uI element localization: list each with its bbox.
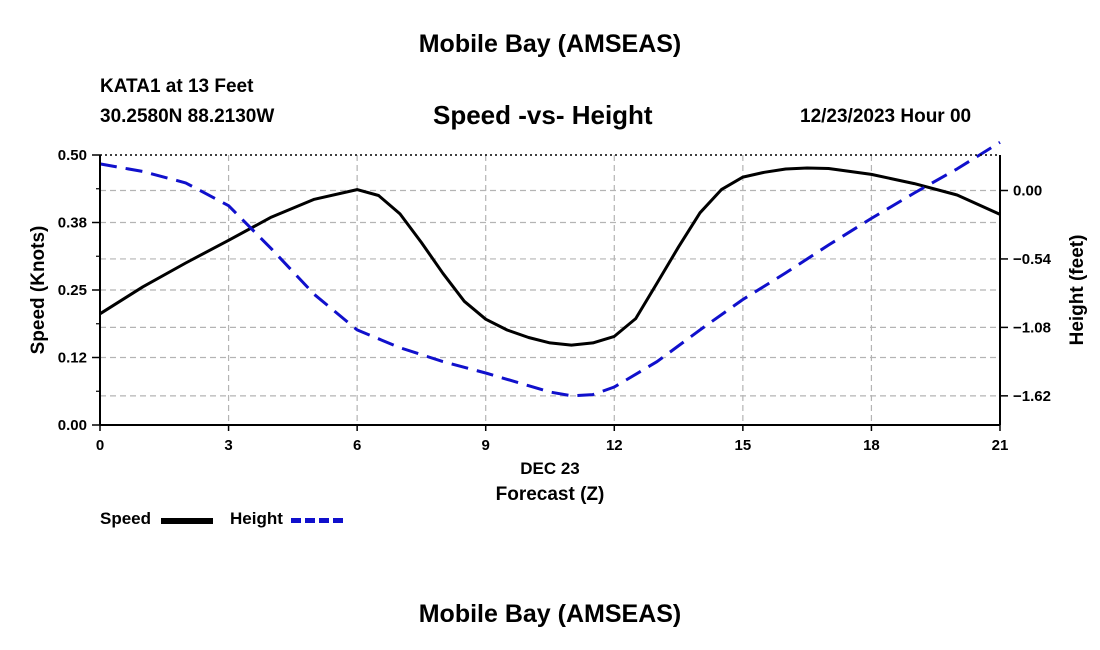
legend-speed-swatch bbox=[161, 518, 213, 524]
right-tick-label: −1.08 bbox=[1013, 319, 1051, 336]
x-axis-title: Forecast (Z) bbox=[496, 484, 605, 505]
chart-subtitle: Speed -vs- Height bbox=[433, 100, 653, 130]
station-label: KATA1 at 13 Feet bbox=[100, 76, 254, 97]
grid bbox=[100, 155, 1000, 425]
chart-title-top: Mobile Bay (AMSEAS) bbox=[418, 30, 682, 58]
left-tick-label: 0.50 bbox=[58, 147, 87, 164]
x-tick-label: 0 bbox=[96, 437, 104, 454]
x-tick-label: 6 bbox=[353, 437, 361, 454]
x-tick-label: 3 bbox=[224, 437, 232, 454]
left-tick-label: 0.38 bbox=[58, 215, 87, 232]
left-tick-label: 0.00 bbox=[58, 417, 87, 434]
left-tick-label: 0.12 bbox=[58, 350, 87, 367]
left-axis-title: Speed (Knots) bbox=[28, 226, 49, 355]
legend-speed-label: Speed bbox=[100, 509, 152, 528]
station-coordinates: 30.2580N 88.2130W bbox=[100, 106, 275, 127]
x-tick-label: 9 bbox=[482, 437, 490, 454]
x-tick-label: 18 bbox=[863, 437, 880, 454]
right-tick-label: −1.62 bbox=[1013, 388, 1051, 405]
height-series-line bbox=[99, 141, 1001, 398]
chart-title-bottom: Mobile Bay (AMSEAS) bbox=[418, 600, 682, 628]
forecast-datetime: 12/23/2023 Hour 00 bbox=[800, 106, 972, 127]
legend-height-swatch bbox=[291, 518, 343, 523]
x-tick-label: 21 bbox=[992, 437, 1009, 454]
x-tick-label: 15 bbox=[735, 437, 752, 454]
right-tick-label: −0.54 bbox=[1013, 251, 1052, 268]
x-tick-label: 12 bbox=[606, 437, 623, 454]
left-tick-label: 0.25 bbox=[58, 282, 87, 299]
speed-series-line bbox=[99, 166, 1001, 347]
series-layer bbox=[99, 141, 1001, 398]
right-tick-label: 0.00 bbox=[1013, 182, 1042, 199]
right-axis-title: Height (feet) bbox=[1067, 235, 1088, 346]
legend-height-label: Height bbox=[230, 509, 283, 528]
axis-labels: 0 3 6 9 12 15 18 21 0.00 0.12 0.25 0.38 0.50 0.00 −0.5… bbox=[28, 147, 1088, 505]
axes bbox=[92, 154, 1008, 431]
x-axis-date-label: DEC 23 bbox=[520, 459, 580, 478]
